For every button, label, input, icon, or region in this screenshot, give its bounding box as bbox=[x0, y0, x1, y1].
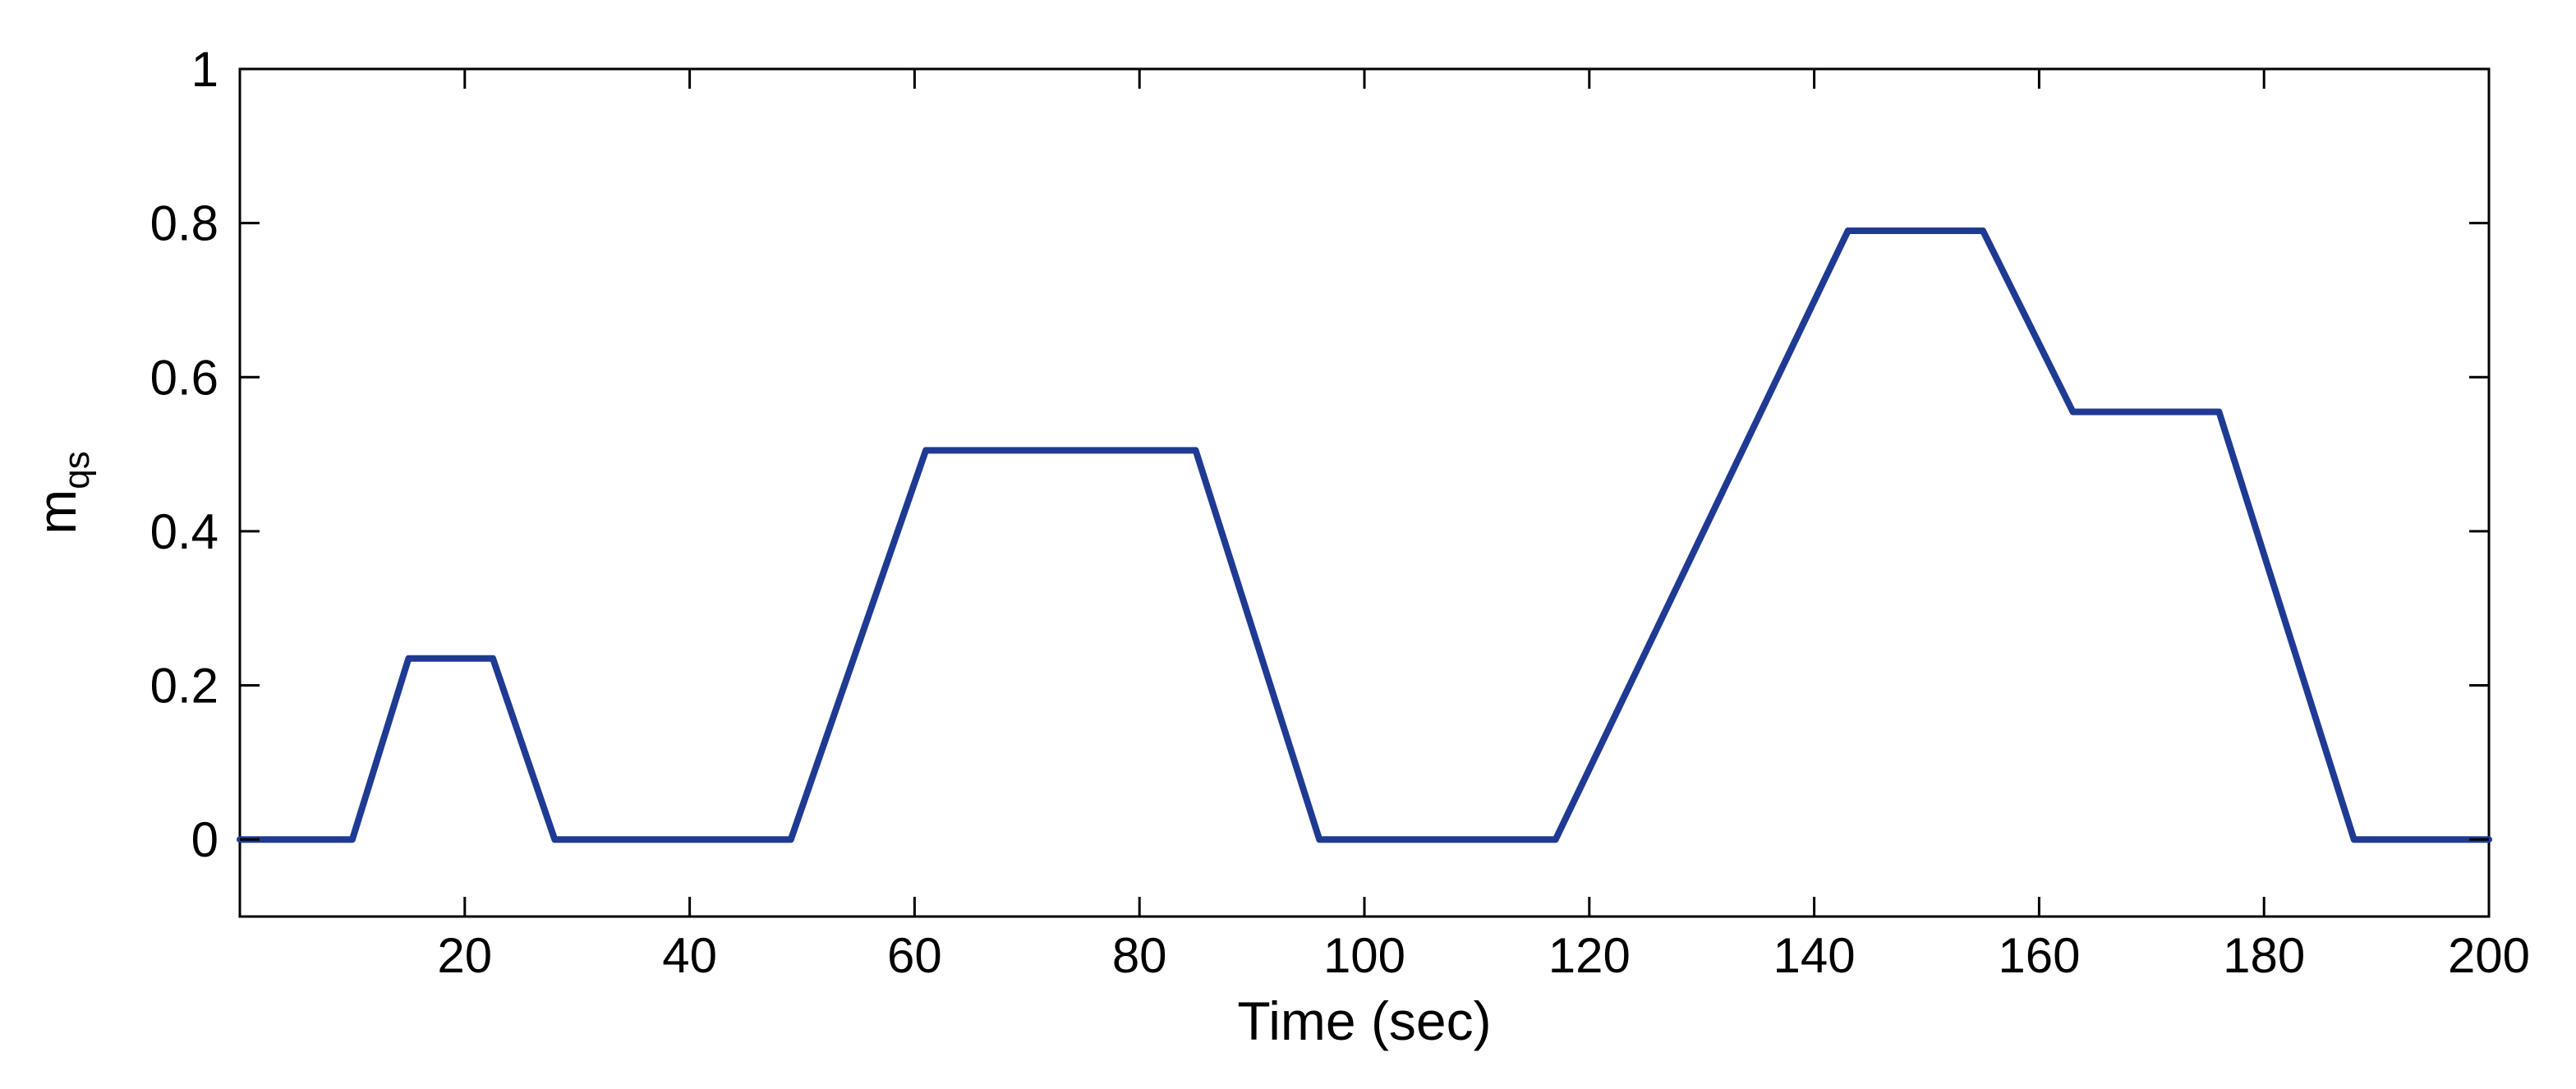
y-axis-title-subscript: qs bbox=[57, 451, 97, 489]
tick-labels: 20 40 60 80 100 120 140 160 180 200 0 0.2 0.4 0.6 0.8 1 bbox=[150, 42, 2530, 983]
y-tick-label: 1 bbox=[191, 42, 218, 97]
axis-ticks bbox=[240, 67, 2491, 917]
plot-area bbox=[237, 67, 2492, 918]
axes-box bbox=[238, 67, 2491, 918]
y-tick-label: 0.4 bbox=[150, 504, 218, 559]
x-tick-label: 80 bbox=[1112, 928, 1167, 983]
y-tick-label: 0.6 bbox=[150, 350, 218, 405]
x-tick-label: 40 bbox=[662, 928, 717, 983]
series-line bbox=[237, 227, 2492, 843]
y-tick-label: 0.8 bbox=[150, 196, 218, 251]
x-tick-label: 180 bbox=[2223, 928, 2305, 983]
x-tick-label: 100 bbox=[1323, 928, 1405, 983]
y-tick-label: 0 bbox=[191, 812, 218, 867]
x-tick-label: 20 bbox=[437, 928, 492, 983]
x-tick-label: 160 bbox=[1998, 928, 2080, 983]
y-axis-title-main: m bbox=[26, 489, 87, 535]
x-tick-label: 200 bbox=[2448, 928, 2530, 983]
x-tick-label: 120 bbox=[1548, 928, 1631, 983]
x-axis-title: Time (sec) bbox=[1237, 990, 1491, 1051]
x-tick-label: 140 bbox=[1773, 928, 1856, 983]
y-tick-label: 0.2 bbox=[150, 659, 218, 714]
x-tick-label: 60 bbox=[887, 928, 942, 983]
y-axis-title: mqs bbox=[26, 451, 97, 534]
